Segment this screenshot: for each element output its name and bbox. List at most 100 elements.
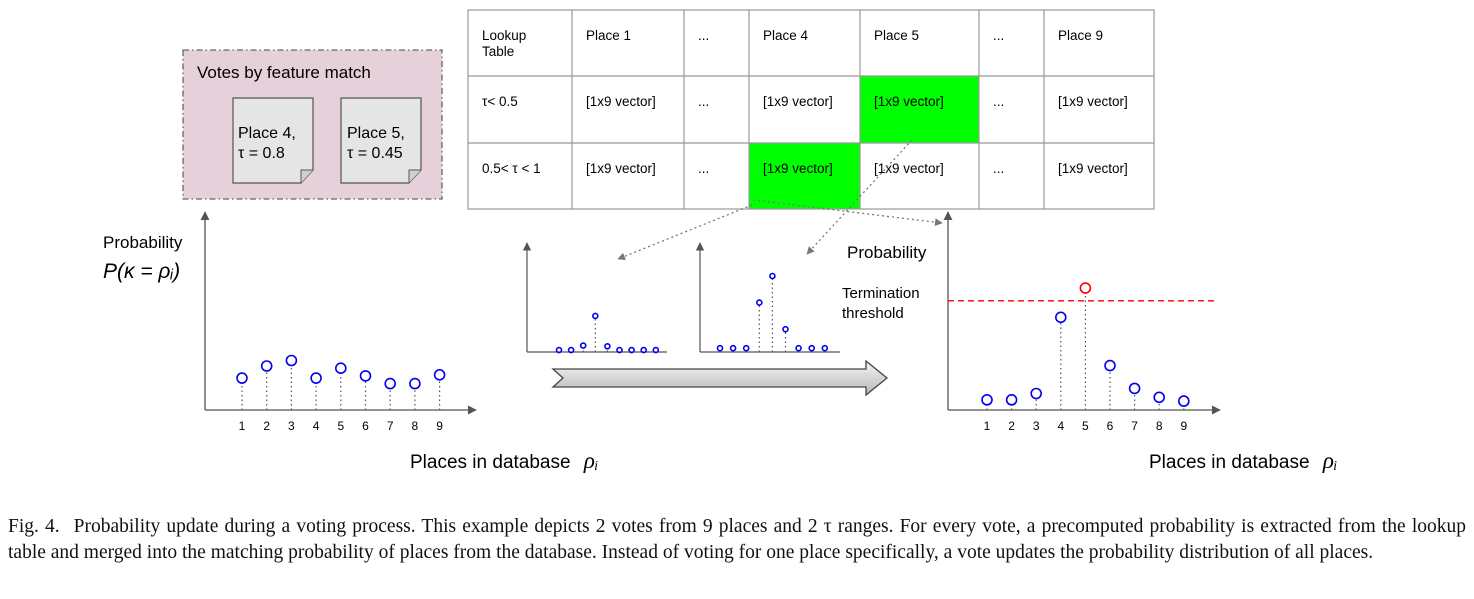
threshold-label-line2: threshold <box>842 305 904 322</box>
data-point <box>716 344 724 352</box>
highlighted-cell <box>749 143 860 209</box>
table-header-cell: Place 5 <box>874 28 919 43</box>
x-tick-label: 2 <box>263 419 270 433</box>
x-tick-label: 9 <box>436 419 443 433</box>
data-point <box>384 377 397 390</box>
data-point <box>604 342 611 350</box>
winning-data-point <box>1079 282 1092 294</box>
x-tick-label: 7 <box>1131 419 1138 433</box>
data-point <box>409 377 421 390</box>
data-point <box>652 346 660 354</box>
data-point <box>285 354 298 367</box>
table-header-cell: ... <box>698 28 709 43</box>
data-point <box>821 344 829 352</box>
votes-box: Votes by feature match Place 4, τ = 0.8 … <box>182 49 443 200</box>
data-point <box>808 344 816 352</box>
data-point <box>591 312 599 320</box>
table-row-label: 0.5< τ < 1 <box>482 161 541 176</box>
x-tick-label: 9 <box>1180 419 1187 433</box>
data-point <box>742 344 750 352</box>
table-header-line: Place 1 <box>586 28 631 43</box>
table-cell: [1x9 vector] <box>1058 161 1128 176</box>
left-plot-marks: 1 2 3 4 5 6 7 8 9 <box>236 354 446 433</box>
data-point <box>236 372 248 384</box>
table-cell: ... <box>993 94 1004 109</box>
data-point <box>567 346 575 354</box>
table-header-line: Place 9 <box>1058 28 1103 43</box>
data-point <box>1178 395 1190 407</box>
table-header-cell: ... <box>993 28 1004 43</box>
right-plot-ylabel: Probability <box>847 243 927 262</box>
x-tick-label: 8 <box>1156 419 1163 433</box>
data-point <box>640 346 648 354</box>
left-plot-ylabel: Probability <box>103 233 183 252</box>
vote-card-place-label: Place 4, <box>238 125 296 142</box>
left-plot-ylabel-math: P(κ = ρᵢ) <box>103 260 180 283</box>
table-header-line: Place 4 <box>763 28 809 43</box>
figure-label: Fig. 4. <box>8 516 60 537</box>
vote-card-place5: Place 5, τ = 0.45 <box>340 97 422 184</box>
table-cell: [1x9 vector] <box>874 161 944 176</box>
table-header-cell: Lookup Table <box>482 28 526 59</box>
table-cell: [1x9 vector] <box>763 94 833 109</box>
voting-process-diagram: Votes by feature match Place 4, τ = 0.8 … <box>103 9 1338 473</box>
data-point <box>1005 394 1018 406</box>
figure-caption: Fig. 4. Probability update during a votin… <box>8 514 1466 566</box>
data-point <box>334 362 347 375</box>
data-point <box>769 272 776 280</box>
table-cell: [1x9 vector] <box>586 94 656 109</box>
data-point <box>1153 391 1165 404</box>
vote-card-place4: Place 4, τ = 0.8 <box>232 97 314 184</box>
table-header-cell: Place 1 <box>586 28 631 43</box>
data-point <box>359 370 372 382</box>
data-point <box>729 344 737 352</box>
votes-box-title: Votes by feature match <box>197 63 371 82</box>
merge-arrow-icon <box>551 359 889 397</box>
table-header-line: ... <box>993 28 1004 43</box>
right-plot-xlabel: Places in database ρᵢ <box>1149 448 1338 473</box>
data-point <box>1104 359 1116 372</box>
x-tick-label: 2 <box>1008 419 1015 433</box>
vote-card-place-label: Place 5, <box>347 125 405 142</box>
right-plot-xlabel-text: Places in database <box>1149 452 1310 473</box>
left-plot-xlabel-symbol: ρᵢ <box>583 448 599 473</box>
data-point <box>555 346 563 354</box>
mini-plot-2 <box>695 242 840 353</box>
caption-text: Probability update during a voting proce… <box>8 516 1466 563</box>
x-tick-label: 6 <box>1107 419 1114 433</box>
vote-card-tau-label: τ = 0.45 <box>347 145 403 162</box>
data-point <box>579 342 587 349</box>
right-plot: Probability Termination threshold 1 2 3 4 5 6… <box>842 211 1338 473</box>
lookup-table: Lookup Table Place 1... Place 4 Place 5... Pl… <box>467 9 1155 210</box>
x-tick-label: 1 <box>984 419 991 433</box>
x-tick-label: 8 <box>412 419 419 433</box>
table-header-line: Table <box>482 44 514 59</box>
left-plot: Probability P(κ = ρᵢ) 1 2 3 4 5 6 7 8 9 Places i… <box>103 211 599 473</box>
x-tick-label: 7 <box>387 419 394 433</box>
table-border <box>467 9 1155 210</box>
threshold-label-line1: Termination <box>842 285 920 302</box>
x-tick-label: 4 <box>1057 419 1064 433</box>
dotted-arrow-to-right-plot <box>752 199 943 227</box>
vote-card-tau-label: τ = 0.8 <box>238 145 285 162</box>
table-cell: [1x9 vector] <box>874 94 944 109</box>
table-cell: ... <box>698 161 709 176</box>
data-point <box>628 346 635 354</box>
x-tick-label: 3 <box>288 419 295 433</box>
data-point <box>755 299 763 306</box>
table-cell: ... <box>993 161 1004 176</box>
dotted-arrow-to-mini-plot-1 <box>617 204 753 260</box>
data-point <box>981 394 993 406</box>
x-tick-label: 3 <box>1033 419 1040 433</box>
left-plot-xlabel: Places in database ρᵢ <box>410 448 599 473</box>
table-cell: [1x9 vector] <box>763 161 833 176</box>
highlighted-cell <box>860 76 979 143</box>
right-plot-marks: 1 2 3 4 5 6 7 8 9 <box>981 282 1190 433</box>
data-point <box>782 325 789 333</box>
table-cell: [1x9 vector] <box>1058 94 1128 109</box>
data-point <box>1055 311 1067 324</box>
mini-plot-2-marks <box>716 272 829 352</box>
data-point <box>1128 382 1141 395</box>
data-point <box>1030 387 1042 400</box>
x-tick-label: 5 <box>1082 419 1089 433</box>
